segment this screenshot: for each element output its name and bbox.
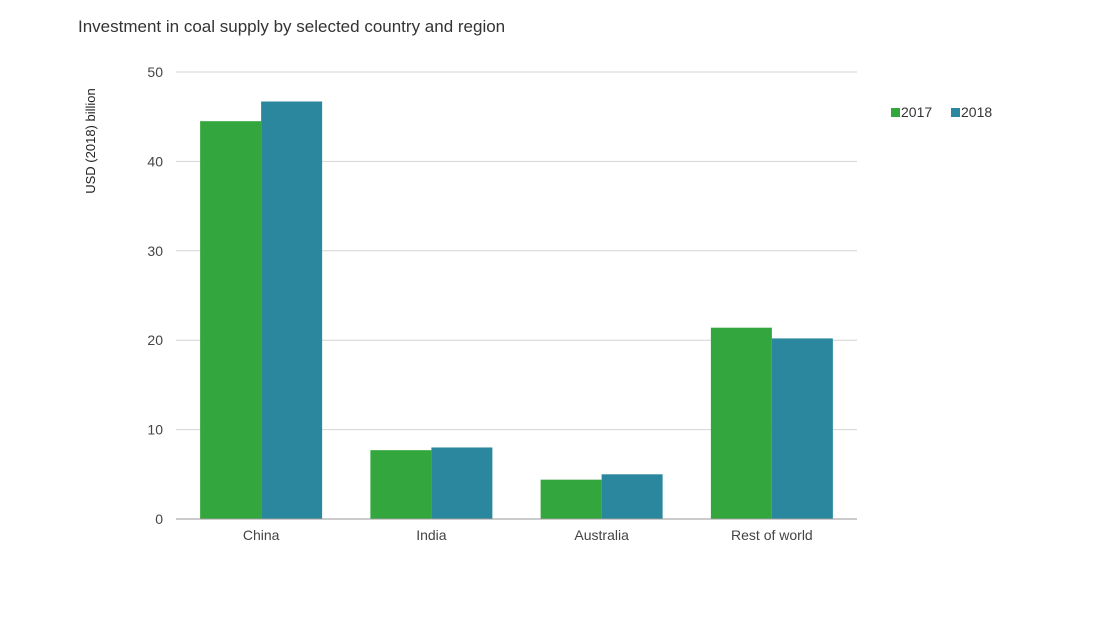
x-tick-label: India xyxy=(416,527,447,543)
bar-2017-rest-of-world xyxy=(710,327,772,519)
x-axis-ticks: China India Australia Rest of world xyxy=(243,527,813,543)
y-tick-label: 40 xyxy=(147,153,163,169)
bar-2018-india xyxy=(431,447,493,519)
y-tick-label: 50 xyxy=(147,64,163,80)
y-tick-label: 10 xyxy=(147,422,163,438)
bar-2017-india xyxy=(370,450,432,519)
x-tick-label: China xyxy=(243,527,280,543)
bar-2018-china xyxy=(261,101,323,519)
legend-swatch xyxy=(951,108,960,117)
y-axis-label: USD (2018) billion xyxy=(83,88,98,194)
x-tick-label: Australia xyxy=(574,527,629,543)
legend: 2017 2018 xyxy=(891,104,992,120)
bar-2018-rest-of-world xyxy=(771,338,833,519)
y-tick-label: 0 xyxy=(155,511,163,527)
bar-2018-australia xyxy=(601,474,663,519)
bar-2017-china xyxy=(200,121,262,520)
y-tick-label: 20 xyxy=(147,332,163,348)
legend-label: 2018 xyxy=(961,104,992,120)
x-tick-label: Rest of world xyxy=(731,527,813,543)
y-axis-ticks: 0 10 20 30 40 50 xyxy=(147,64,163,527)
chart-title: Investment in coal supply by selected co… xyxy=(78,17,505,36)
bars xyxy=(200,101,833,520)
legend-swatch xyxy=(891,108,900,117)
bar-2017-australia xyxy=(540,479,602,519)
y-tick-label: 30 xyxy=(147,243,163,259)
legend-label: 2017 xyxy=(901,104,932,120)
